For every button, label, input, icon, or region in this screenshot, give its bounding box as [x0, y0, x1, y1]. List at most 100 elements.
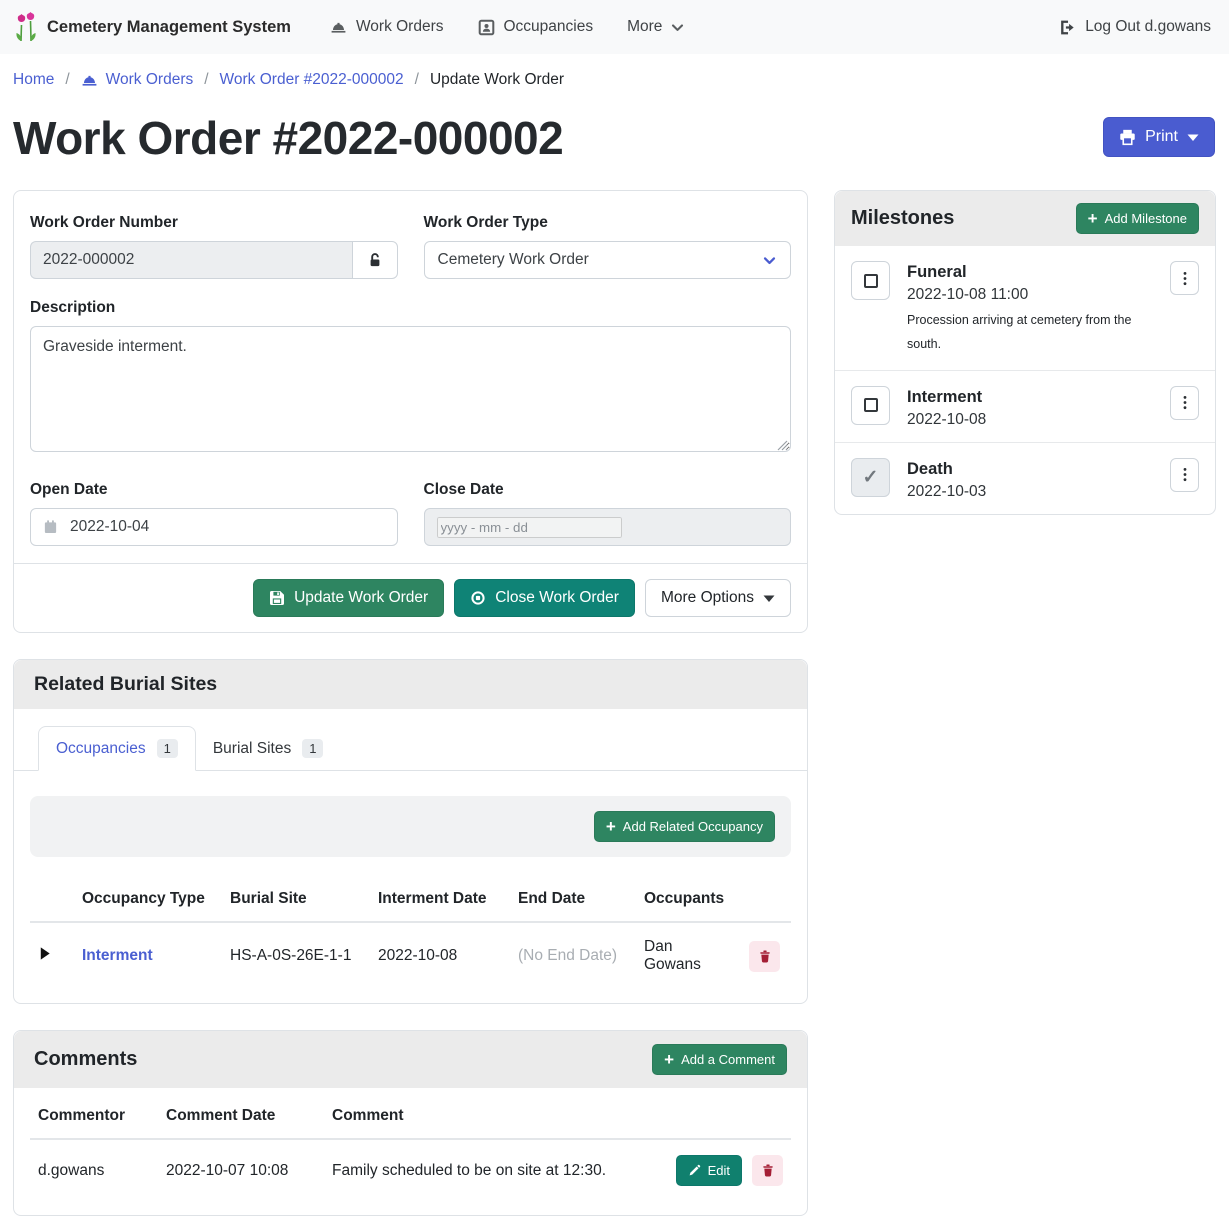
breadcrumb-current: Update Work Order	[429, 71, 565, 88]
open-date-input[interactable]	[30, 508, 398, 547]
chevron-down-icon	[671, 21, 684, 34]
open-date-value[interactable]	[70, 518, 385, 537]
occupants-cell: Dan Gowans	[644, 938, 701, 974]
calendar-icon	[43, 519, 58, 535]
milestone-checkbox-checked[interactable]: ✓	[851, 457, 890, 497]
add-milestone-label: Add Milestone	[1104, 211, 1187, 227]
page-header: Work Order #2022-000002 Print	[0, 101, 1229, 190]
commentor-cell: d.gowans	[38, 1161, 105, 1179]
occupancies-table: Occupancy Type Burial Site Interment Dat…	[30, 877, 791, 989]
tulips-logo-icon	[14, 12, 38, 42]
add-milestone-button[interactable]: + Add Milestone	[1075, 203, 1199, 235]
add-comment-button[interactable]: + Add a Comment	[652, 1044, 787, 1076]
milestone-menu-button[interactable]	[1170, 261, 1199, 296]
update-work-order-button[interactable]: Update Work Order	[253, 579, 445, 618]
work-order-number-input[interactable]	[30, 241, 352, 280]
field-open-date: Open Date	[30, 475, 398, 547]
tab-count-badge: 1	[156, 739, 178, 759]
occupancy-type-link[interactable]: Interment	[82, 947, 153, 965]
pencil-icon	[688, 1164, 701, 1177]
edit-comment-button[interactable]: Edit	[675, 1155, 742, 1187]
hard-hat-icon	[81, 72, 98, 89]
description-textarea[interactable]: Graveside interment.	[30, 326, 791, 453]
tab-burial-sites[interactable]: Burial Sites 1	[196, 726, 341, 771]
field-close-date: Close Date	[423, 475, 791, 547]
related-tabs: Occupancies 1 Burial Sites 1	[14, 709, 807, 772]
close-date-value[interactable]	[436, 516, 622, 538]
milestone-item-death: ✓ Death 2022-10-03	[835, 443, 1215, 514]
caret-down-icon	[1187, 133, 1199, 142]
milestone-item-funeral: Funeral 2022-10-08 11:00 Procession arri…	[835, 246, 1215, 371]
work-order-type-select[interactable]: Cemetery Work Order	[423, 241, 791, 280]
work-order-number-label: Work Order Number	[30, 214, 178, 232]
breadcrumb-separator: /	[204, 71, 209, 88]
breadcrumb-home[interactable]: Home	[13, 71, 55, 88]
field-work-order-type: Work Order Type Cemetery Work Order	[423, 208, 791, 280]
nav-item-work-orders[interactable]: Work Orders	[313, 9, 461, 45]
milestones-title: Milestones	[851, 207, 955, 230]
open-date-label: Open Date	[30, 481, 108, 499]
milestones-card: Milestones + Add Milestone Funeral 2022-…	[834, 190, 1216, 515]
plus-icon: +	[664, 1050, 675, 1070]
occupancy-row: Interment HS-A-0S-26E-1-1 2022-10-08 (No…	[30, 922, 791, 989]
col-burial-site: Burial Site	[222, 877, 370, 924]
print-label: Print	[1145, 128, 1178, 145]
close-work-order-label: Close Work Order	[495, 589, 619, 607]
field-description: Description Graveside interment.	[30, 299, 791, 457]
hard-hat-icon	[330, 19, 347, 36]
logout-button[interactable]: Log Out d.gowans	[1059, 18, 1211, 36]
work-order-form-card: Work Order Number Work	[13, 190, 808, 634]
comment-row: d.gowans 2022-10-07 10:08 Family schedul…	[30, 1139, 791, 1201]
print-button[interactable]: Print	[1103, 117, 1215, 157]
edit-comment-label: Edit	[707, 1163, 730, 1179]
comment-date-cell: 2022-10-07 10:08	[166, 1161, 289, 1179]
main-column: Work Order Number Work	[13, 190, 808, 1216]
field-work-order-number: Work Order Number	[30, 208, 398, 280]
col-comment: Comment	[324, 1094, 665, 1141]
col-commentor: Commentor	[30, 1094, 158, 1141]
breadcrumb: Home / Work Orders / Work Order #2022-00…	[0, 54, 1229, 101]
nav-item-label: More	[627, 18, 663, 35]
add-related-occupancy-button[interactable]: + Add Related Occupancy	[593, 811, 775, 843]
more-options-button[interactable]: More Options	[644, 579, 791, 618]
milestone-menu-button[interactable]	[1170, 457, 1199, 492]
breadcrumb-separator: /	[65, 71, 70, 88]
unlock-button[interactable]	[351, 241, 398, 280]
tab-count-badge: 1	[302, 739, 324, 759]
tab-occupancies[interactable]: Occupancies 1	[38, 726, 196, 772]
milestone-date: 2022-10-08	[907, 410, 987, 428]
nav-item-more[interactable]: More	[610, 9, 701, 45]
tab-label: Occupancies	[56, 739, 146, 757]
col-actions	[741, 877, 791, 924]
milestone-checkbox[interactable]	[851, 261, 890, 301]
breadcrumb-work-orders[interactable]: Work Orders	[81, 71, 193, 89]
plus-icon: +	[605, 817, 616, 837]
milestone-item-interment: Interment 2022-10-08	[835, 371, 1215, 443]
related-burial-sites-card: Related Burial Sites Occupancies 1 Buria…	[13, 659, 808, 1005]
app-brand[interactable]: Cemetery Management System	[14, 12, 291, 42]
close-date-input[interactable]	[423, 508, 791, 547]
col-occupancy-type: Occupancy Type	[74, 877, 222, 924]
interment-date-cell: 2022-10-08	[378, 947, 458, 965]
breadcrumb-work-order-number[interactable]: Work Order #2022-000002	[219, 71, 404, 88]
chevron-down-icon	[762, 254, 777, 267]
delete-occupancy-button[interactable]	[749, 940, 780, 972]
update-work-order-label: Update Work Order	[294, 589, 429, 607]
expand-row-button[interactable]	[38, 946, 52, 961]
occupancies-toolbar: + Add Related Occupancy	[30, 796, 791, 858]
milestone-menu-button[interactable]	[1170, 385, 1199, 420]
milestones-header: Milestones + Add Milestone	[835, 191, 1215, 247]
nav-item-occupancies[interactable]: Occupancies	[461, 9, 611, 45]
milestone-checkbox[interactable]	[851, 385, 890, 425]
plus-icon: +	[1087, 209, 1098, 229]
portrait-frame-icon	[478, 19, 495, 36]
page-title: Work Order #2022-000002	[13, 112, 564, 164]
milestone-title: Interment	[907, 387, 983, 406]
form-actions: Update Work Order Close Work Order More …	[14, 563, 807, 632]
occupancies-table-wrap: Occupancy Type Burial Site Interment Dat…	[14, 867, 807, 1003]
comment-cell: Family scheduled to be on site at 12:30.	[332, 1161, 606, 1179]
breadcrumb-separator: /	[414, 71, 419, 88]
delete-comment-button[interactable]	[752, 1155, 783, 1187]
close-work-order-button[interactable]: Close Work Order	[454, 579, 635, 618]
related-burial-sites-title: Related Burial Sites	[34, 673, 218, 696]
